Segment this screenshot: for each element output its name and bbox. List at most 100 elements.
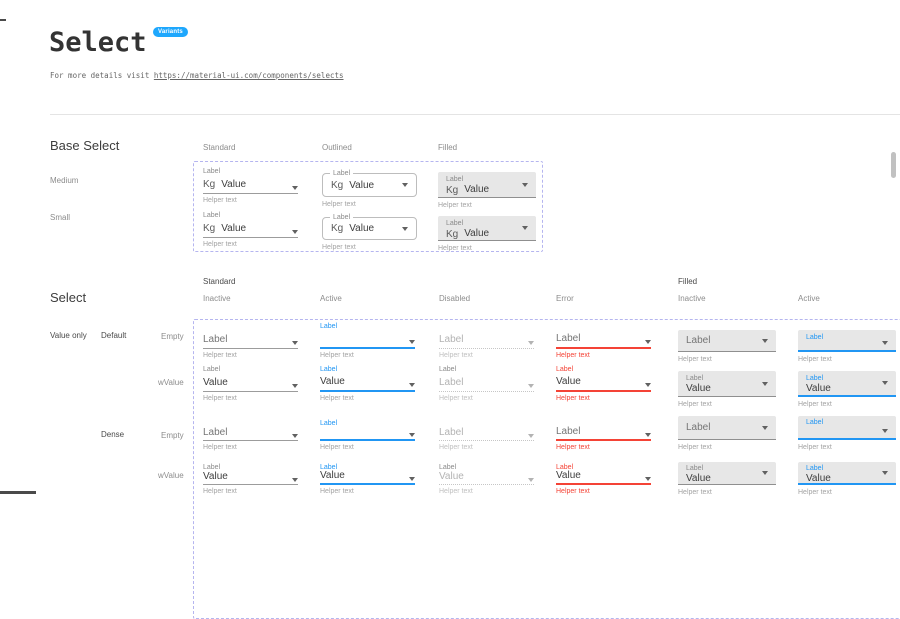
select-standard-active-wvalue[interactable]: Label Value Helper text [320, 365, 415, 402]
select-label: Label [330, 169, 354, 178]
select-standard-active-empty[interactable]: Label Helper text [320, 322, 415, 359]
helper-text: Helper text [439, 444, 473, 451]
select-adornment: Kg [446, 229, 459, 240]
select-filled-inactive-wvalue-dense[interactable]: Label Value Helper text [678, 462, 776, 496]
base-select-section-title: Base Select [50, 138, 120, 153]
helper-text: Helper text [203, 395, 237, 402]
row-state-wvalue: wValue [158, 378, 184, 387]
select-standard-inactive-empty[interactable]: Label Helper text [203, 322, 298, 359]
select-adornment: Kg [446, 185, 459, 196]
select-standard-error-wvalue-dense[interactable]: Label Value Helper text [556, 463, 651, 495]
select-section-title: Select [50, 290, 87, 305]
select-filled-active-wvalue-dense[interactable]: Label Value Helper text [798, 462, 896, 496]
helper-text: Helper text [678, 401, 712, 408]
select-filled-inactive-empty-dense[interactable]: Label Helper text [678, 416, 776, 451]
chevron-down-icon [645, 433, 651, 437]
select-placeholder: Label [686, 422, 711, 433]
select-standard-active-empty-dense[interactable]: Label Helper text [320, 419, 415, 451]
chevron-down-icon [882, 341, 888, 345]
select-standard-disabled-wvalue-dense: Label Value Helper text [439, 463, 534, 495]
select-value: Value [439, 471, 464, 482]
select-standard-error-empty-dense[interactable]: Label Helper text [556, 419, 651, 451]
chevron-down-icon [292, 186, 298, 190]
helper-text: Helper text [678, 444, 712, 451]
base-select-standard-medium[interactable]: Label Kg Value Helper text [203, 167, 298, 204]
select-value: Value [806, 383, 831, 394]
chevron-down-icon [882, 429, 888, 433]
select-adornment: Kg [203, 179, 216, 190]
select-filled-active-wvalue[interactable]: Label Value Helper text [798, 371, 896, 408]
base-row-small: Small [50, 213, 71, 222]
scrollbar-thumb[interactable] [891, 152, 896, 178]
select-standard-active-wvalue-dense[interactable]: Label Value Helper text [320, 463, 415, 495]
select-label: Label [439, 366, 457, 373]
helper-text: Helper text [322, 201, 356, 208]
select-adornment: Kg [331, 223, 344, 234]
select-standard-error-wvalue[interactable]: Label Value Helper text [556, 365, 651, 402]
select-value: Value [556, 470, 581, 481]
select-filled-active-empty[interactable]: Label Helper text [798, 330, 896, 363]
col-standard-error: Error [556, 294, 574, 303]
col-standard-inactive: Inactive [203, 294, 231, 303]
helper-text: Helper text [320, 395, 354, 402]
select-label: Label [203, 464, 221, 471]
select-adornment: Kg [331, 179, 344, 191]
select-label: Label [320, 366, 338, 373]
select-label: Label [806, 334, 824, 341]
select-label: Label [320, 420, 338, 427]
select-value: Value [464, 228, 490, 239]
select-filled-inactive-wvalue[interactable]: Label Value Helper text [678, 371, 776, 408]
helper-text: Helper text [798, 489, 832, 496]
select-standard-inactive-wvalue-dense[interactable]: Label Value Helper text [203, 463, 298, 495]
select-adornment: Kg [203, 223, 216, 234]
base-select-outlined-small[interactable]: Label Kg Value Helper text [322, 213, 417, 251]
chevron-down-icon [292, 341, 298, 345]
base-col-outlined: Outlined [322, 143, 352, 152]
base-col-filled: Filled [438, 143, 458, 152]
material-ui-link[interactable]: https://material-ui.com/components/selec… [153, 71, 344, 80]
col-standard-disabled: Disabled [439, 294, 471, 303]
select-placeholder: Label [686, 335, 711, 346]
select-placeholder: Label [203, 334, 228, 345]
chevron-down-icon [528, 341, 534, 345]
helper-text: Helper text [798, 356, 832, 363]
col-filled-inactive: Inactive [678, 294, 706, 303]
select-filled-active-empty-dense[interactable]: Label Helper text [798, 416, 896, 451]
col-standard-active: Active [320, 294, 342, 303]
chevron-down-icon [292, 384, 298, 388]
edge-mark-bottom [0, 491, 36, 494]
helper-text: Helper text [203, 197, 237, 204]
select-standard-inactive-wvalue[interactable]: Label Value Helper text [203, 365, 298, 402]
select-placeholder: Label [439, 427, 464, 438]
select-value: Value [349, 223, 375, 234]
helper-text: Helper text [438, 202, 472, 209]
select-label: Label [320, 464, 338, 471]
helper-text: Helper text [203, 352, 237, 359]
select-label: Label [556, 464, 574, 471]
base-select-outlined-medium[interactable]: Label Kg Value Helper text [322, 169, 417, 208]
row-variant-default: Default [101, 331, 127, 340]
helper-text: Helper text [203, 488, 237, 495]
chevron-down-icon [882, 470, 888, 475]
select-label: Label [686, 375, 704, 382]
select-label: Label [439, 464, 457, 471]
chevron-down-icon [409, 477, 415, 481]
base-select-filled-medium[interactable]: Label Kg Value Helper text [438, 172, 536, 209]
helper-text: Helper text [203, 444, 237, 451]
select-standard-inactive-empty-dense[interactable]: Label Helper text [203, 419, 298, 451]
helper-text: Helper text [320, 352, 354, 359]
base-select-filled-small[interactable]: Label Kg Value Helper text [438, 216, 536, 252]
select-value: Value [221, 223, 247, 234]
chevron-down-icon [402, 226, 408, 231]
select-standard-error-empty[interactable]: Label Helper text [556, 322, 651, 359]
select-label: Label [806, 419, 824, 426]
chevron-down-icon [762, 425, 768, 430]
row-group-value-only: Value only [50, 331, 87, 340]
select-placeholder: Label [203, 427, 228, 438]
select-value: Value [806, 473, 831, 484]
helper-text: Helper text [678, 356, 712, 363]
select-filled-inactive-empty[interactable]: Label Helper text [678, 330, 776, 363]
base-select-standard-small[interactable]: Label Kg Value Helper text [203, 211, 298, 248]
select-value: Value [203, 471, 228, 482]
helper-text: Helper text [678, 489, 712, 496]
